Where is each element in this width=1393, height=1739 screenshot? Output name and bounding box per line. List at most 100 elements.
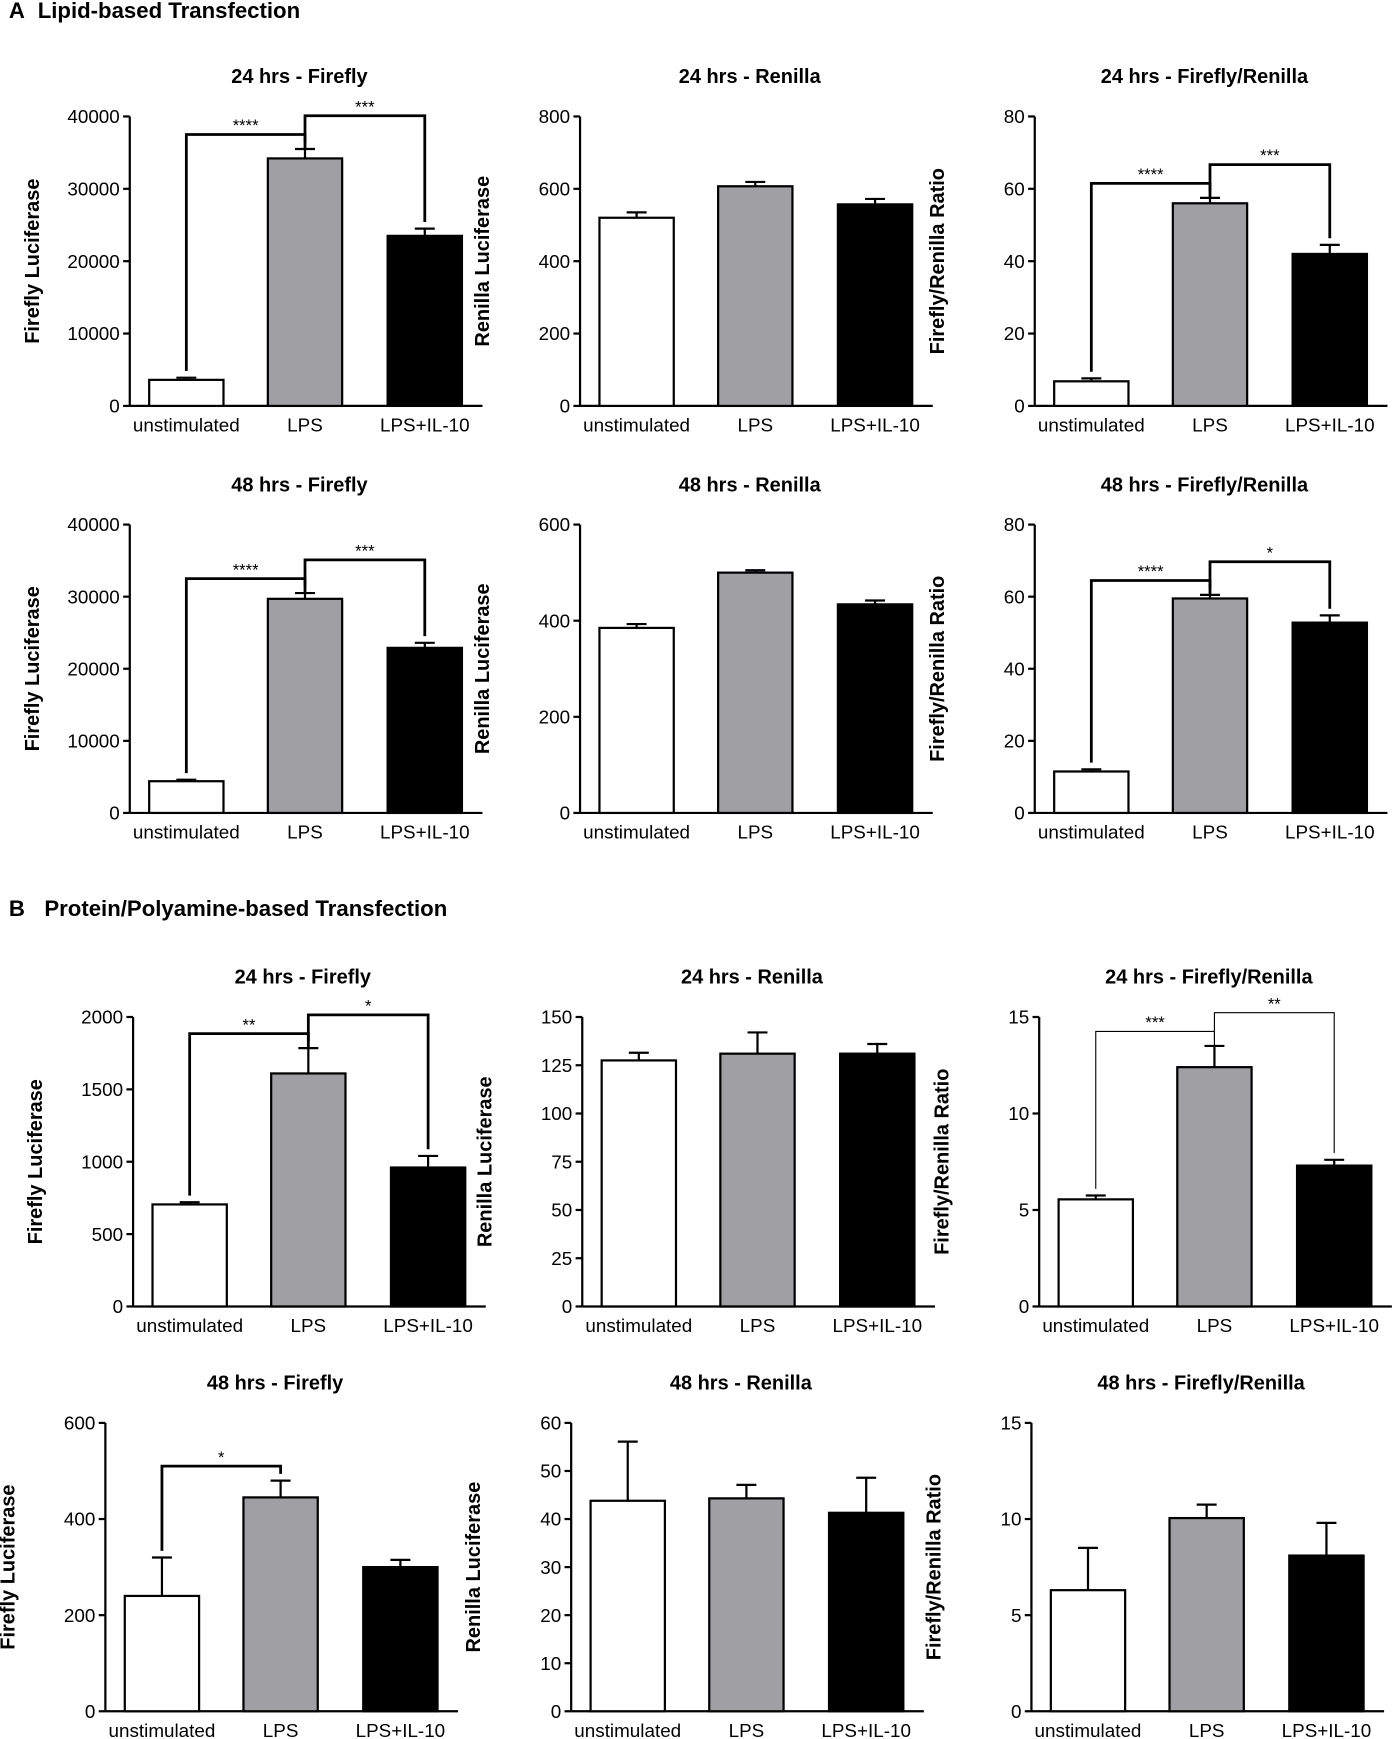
y-tick-label: 60 xyxy=(1004,178,1025,199)
y-tick-label: 50 xyxy=(551,1200,572,1221)
y-tick-label: 75 xyxy=(551,1151,572,1172)
chart-panel: 48 hrs - Renilla Renilla Luciferase 0 10 20 3… xyxy=(463,1373,924,1739)
y-tick-label: 400 xyxy=(539,251,570,272)
x-tick-label: LPS+IL-10 xyxy=(830,821,920,842)
x-tick-label: LPS+IL-10 xyxy=(830,414,920,435)
chart-title: 24 hrs - Renilla xyxy=(679,66,822,88)
y-tick-label: 0 xyxy=(109,396,119,417)
significance-label: * xyxy=(365,997,372,1016)
y-tick-label: 200 xyxy=(539,323,570,344)
y-axis-label: Renilla Luciferase xyxy=(472,176,494,347)
section-b-title: Protein/Polyamine-based Transfection xyxy=(44,896,447,921)
bar xyxy=(598,216,675,408)
y-tick-label: 80 xyxy=(1004,514,1025,535)
bar xyxy=(151,1203,228,1308)
significance-label: * xyxy=(1267,543,1274,562)
bar xyxy=(839,1052,916,1308)
x-tick-label: unstimulated xyxy=(133,821,240,842)
bar xyxy=(123,1594,201,1713)
significance-bracket xyxy=(303,558,427,637)
y-tick-label: 2000 xyxy=(81,1007,123,1028)
y-axis-label: Firefly/Renilla Ratio xyxy=(927,576,949,762)
y-tick-label: 0 xyxy=(113,1296,123,1317)
chart-panel: 48 hrs - Firefly Firefly Luciferase 0 200 40… xyxy=(0,1373,459,1739)
bar xyxy=(717,571,794,815)
y-tick-label: 0 xyxy=(1014,803,1024,824)
bar xyxy=(1288,1554,1365,1713)
chart-title: 48 hrs - Renilla xyxy=(679,474,822,496)
chart-title: 24 hrs - Firefly/Renilla xyxy=(1105,967,1313,989)
bar xyxy=(386,234,464,408)
y-axis-label: Firefly/Renilla Ratio xyxy=(927,168,949,354)
significance-bracket xyxy=(1208,560,1332,609)
bar xyxy=(386,646,464,815)
chart-panel: 24 hrs - Renilla Renilla Luciferase 0 200 40… xyxy=(472,66,933,435)
y-tick-label: 25 xyxy=(551,1248,572,1269)
significance-label: * xyxy=(218,1448,225,1467)
bar xyxy=(717,185,794,408)
significance-bracket xyxy=(1208,163,1332,239)
bar xyxy=(242,1496,319,1713)
significance-label: *** xyxy=(355,97,375,116)
bar xyxy=(148,378,225,408)
y-tick-label: 600 xyxy=(539,514,570,535)
y-tick-label: 150 xyxy=(541,1007,572,1028)
y-tick-label: 500 xyxy=(92,1224,123,1245)
bar xyxy=(1053,380,1130,408)
section-a-title: Lipid-based Transfection xyxy=(38,0,300,23)
bar xyxy=(1295,1164,1373,1308)
y-tick-label: 60 xyxy=(1004,586,1025,607)
chart-panel: 24 hrs - Firefly/Renilla Firefly/Renilla … xyxy=(927,66,1388,435)
x-tick-label: LPS xyxy=(287,414,323,435)
chart-title: 48 hrs - Renilla xyxy=(670,1373,813,1395)
bar xyxy=(148,780,225,815)
x-tick-label: LPS xyxy=(1197,1315,1233,1336)
y-tick-label: 1500 xyxy=(81,1079,123,1100)
bar xyxy=(719,1052,796,1308)
bar xyxy=(1291,252,1369,408)
y-tick-label: 40000 xyxy=(67,106,119,127)
y-tick-label: 40 xyxy=(540,1509,561,1530)
x-tick-label: LPS+IL-10 xyxy=(380,821,470,842)
y-tick-label: 0 xyxy=(1019,1296,1029,1317)
bar xyxy=(598,626,675,815)
x-tick-label: LPS+IL-10 xyxy=(832,1315,922,1336)
x-tick-label: LPS xyxy=(1189,1720,1225,1739)
y-tick-label: 800 xyxy=(539,106,570,127)
bar xyxy=(600,1059,678,1308)
section-a-letter: A xyxy=(9,0,25,23)
y-tick-label: 80 xyxy=(1004,106,1025,127)
chart-panel: 48 hrs - Firefly Firefly Luciferase 0 10000… xyxy=(22,474,483,842)
x-tick-label: unstimulated xyxy=(1038,821,1145,842)
y-tick-label: 0 xyxy=(85,1701,95,1722)
bar xyxy=(266,157,344,408)
y-tick-label: 20000 xyxy=(67,658,119,679)
y-tick-label: 200 xyxy=(539,706,570,727)
y-axis-label: Firefly Luciferase xyxy=(25,1079,47,1244)
x-tick-label: LPS xyxy=(1192,821,1228,842)
bar xyxy=(270,1072,347,1308)
bar xyxy=(1057,1198,1135,1308)
x-tick-label: unstimulated xyxy=(574,1720,681,1739)
x-tick-label: LPS xyxy=(1192,414,1228,435)
x-tick-label: unstimulated xyxy=(1042,1315,1149,1336)
y-tick-label: 50 xyxy=(540,1461,561,1482)
chart-title: 48 hrs - Firefly xyxy=(207,1373,343,1395)
significance-label: **** xyxy=(233,116,259,135)
y-axis-label: Firefly/Renilla Ratio xyxy=(931,1069,953,1255)
y-tick-label: 0 xyxy=(562,1296,572,1317)
y-tick-label: 10000 xyxy=(67,323,119,344)
significance-bracket xyxy=(1213,1012,1335,1154)
section-b-letter: B xyxy=(9,896,25,921)
x-tick-label: unstimulated xyxy=(1038,414,1145,435)
y-tick-label: 10 xyxy=(540,1653,561,1674)
y-tick-label: 1000 xyxy=(81,1151,123,1172)
x-tick-label: LPS xyxy=(740,1315,776,1336)
chart-panel: 48 hrs - Renilla Renilla Luciferase 0 200 40… xyxy=(472,474,933,842)
bar xyxy=(1176,1066,1253,1308)
y-tick-label: 20 xyxy=(1004,323,1025,344)
bar xyxy=(1291,621,1369,815)
x-tick-label: LPS xyxy=(263,1720,299,1739)
y-tick-label: 200 xyxy=(64,1605,95,1626)
